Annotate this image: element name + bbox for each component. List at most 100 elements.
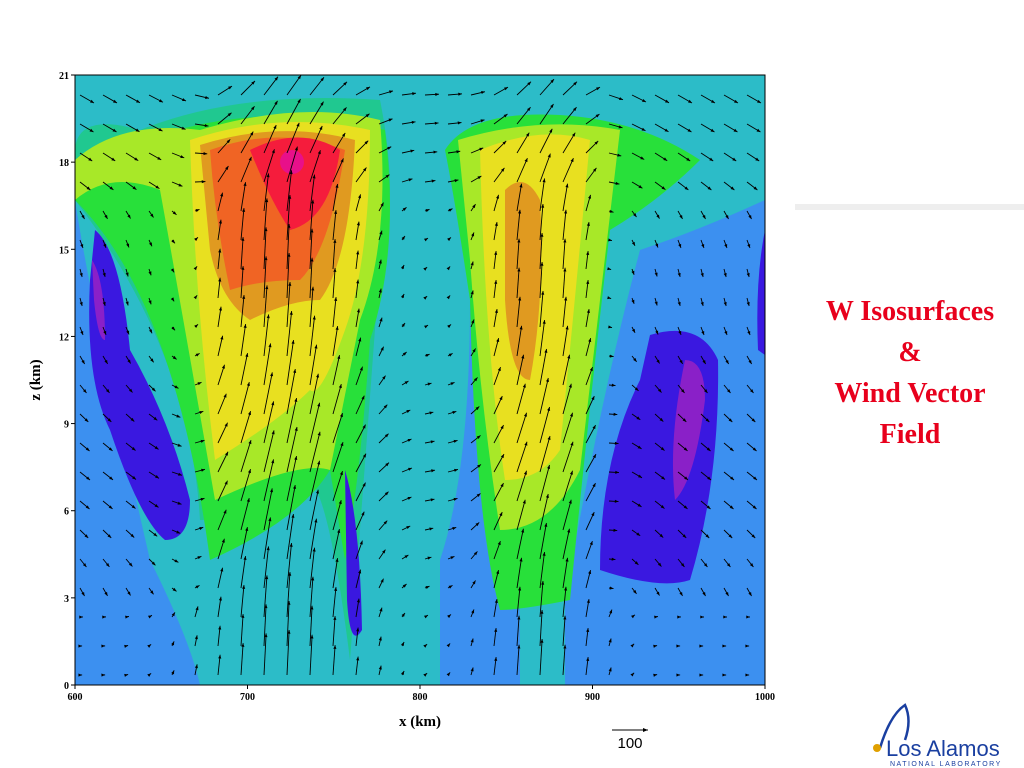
wind-vector-head [172,587,177,592]
wind-vector-head [241,643,245,647]
logo-name: Los Alamos [886,736,1000,761]
wind-vector-head [724,244,728,248]
wind-vector-head [545,377,550,382]
wind-vector-head [296,122,300,127]
wind-vector-head [526,107,531,112]
wind-vector [309,257,313,299]
wind-vector-head [447,237,451,242]
wind-vector-head [380,346,384,351]
wind-vector-head [570,441,574,446]
title-line: Field [880,419,941,450]
wind-vector-head [540,261,544,266]
wind-vector-head [702,592,706,596]
wind-vector [562,267,566,299]
wind-vector-head [356,627,360,632]
reference-arrowhead [643,728,648,732]
wind-vector [516,586,521,618]
wind-vector-head [711,99,715,103]
wind-vector-head [150,213,154,218]
wind-vector [539,153,551,183]
wind-vector [263,575,268,618]
x-tick-label: 1000 [755,692,775,703]
wind-vector-head [342,107,347,112]
wind-vector-head [204,123,209,128]
wind-vector-head [104,359,108,364]
wind-vector [263,546,269,589]
wind-vector-head [723,302,727,306]
wind-vector-head [684,186,689,190]
wind-vector-head [471,232,475,237]
wind-vector-head [125,272,129,277]
wind-vector-head [679,591,683,596]
wind-vector [240,468,251,502]
wind-vector-head [104,591,108,596]
wind-vector-head [248,440,252,445]
wind-vector-head [181,98,186,101]
wind-vector-head [200,497,205,501]
wind-vector-head [615,470,619,474]
wind-vector-head [287,253,291,257]
wind-vector-head [333,616,337,620]
wind-vector-head [401,322,406,327]
wind-vector-head [608,667,612,672]
wind-vector-head [408,178,413,182]
wind-vector-head [220,192,224,197]
wind-vector-head [475,522,480,527]
wind-vector [286,601,290,647]
wind-vector-head [151,561,156,566]
wind-vector-head [745,644,750,648]
wind-vector-head [480,119,485,123]
wind-vector-head [401,612,405,617]
wind-vector-head [379,607,383,612]
wind-vector-head [171,612,175,617]
wind-vector-head [592,167,597,172]
wind-vector-head [518,586,522,591]
wind-vector [332,529,340,560]
wind-vector-head [592,425,596,430]
wind-vector-head [592,483,596,488]
wind-vector-head [705,534,710,538]
wind-vector-head [547,406,551,411]
wind-vector-head [271,401,275,406]
wind-vector-head [356,221,360,226]
wind-vector-head [132,476,136,480]
wind-vector-head [311,576,315,581]
wind-vector-head [748,360,752,364]
wind-vector-head [341,132,346,137]
wind-vector-head [241,266,245,270]
y-tick-label: 3 [64,594,69,605]
wind-vector [562,238,566,270]
wind-vector-head [287,630,291,634]
wind-vector-head [291,340,295,344]
wind-vector-head [682,534,687,538]
wind-vector-head [243,182,247,187]
wind-vector-head [159,99,163,103]
wind-vector-head [660,447,665,451]
wind-vector-head [404,380,409,385]
wind-vector-head [378,636,382,641]
wind-vector [332,616,336,647]
wind-vector-head [430,498,435,502]
wind-vector-head [753,476,757,480]
wind-vector-head [293,369,297,373]
wind-vector-head [636,532,641,536]
wind-vector-head [385,462,389,467]
wind-vector-head [479,147,484,151]
wind-vector-head [273,125,277,130]
wind-vector-head [338,384,342,389]
wind-vector-head [654,615,658,619]
wind-vector-head [271,149,275,154]
wind-vector-head [618,125,623,129]
wind-vector-head [289,543,293,547]
wind-vector [516,183,522,212]
wind-vector-head [751,534,756,538]
wind-vector-head [82,389,87,393]
wind-vector-head [450,382,455,386]
wind-vector-head [586,222,590,227]
wind-vector-head [107,534,112,538]
wind-vector-head [382,549,386,554]
wind-vector [516,528,524,560]
wind-vector [263,173,269,212]
wind-vector-head [729,447,734,451]
wind-vector-head [388,118,393,122]
